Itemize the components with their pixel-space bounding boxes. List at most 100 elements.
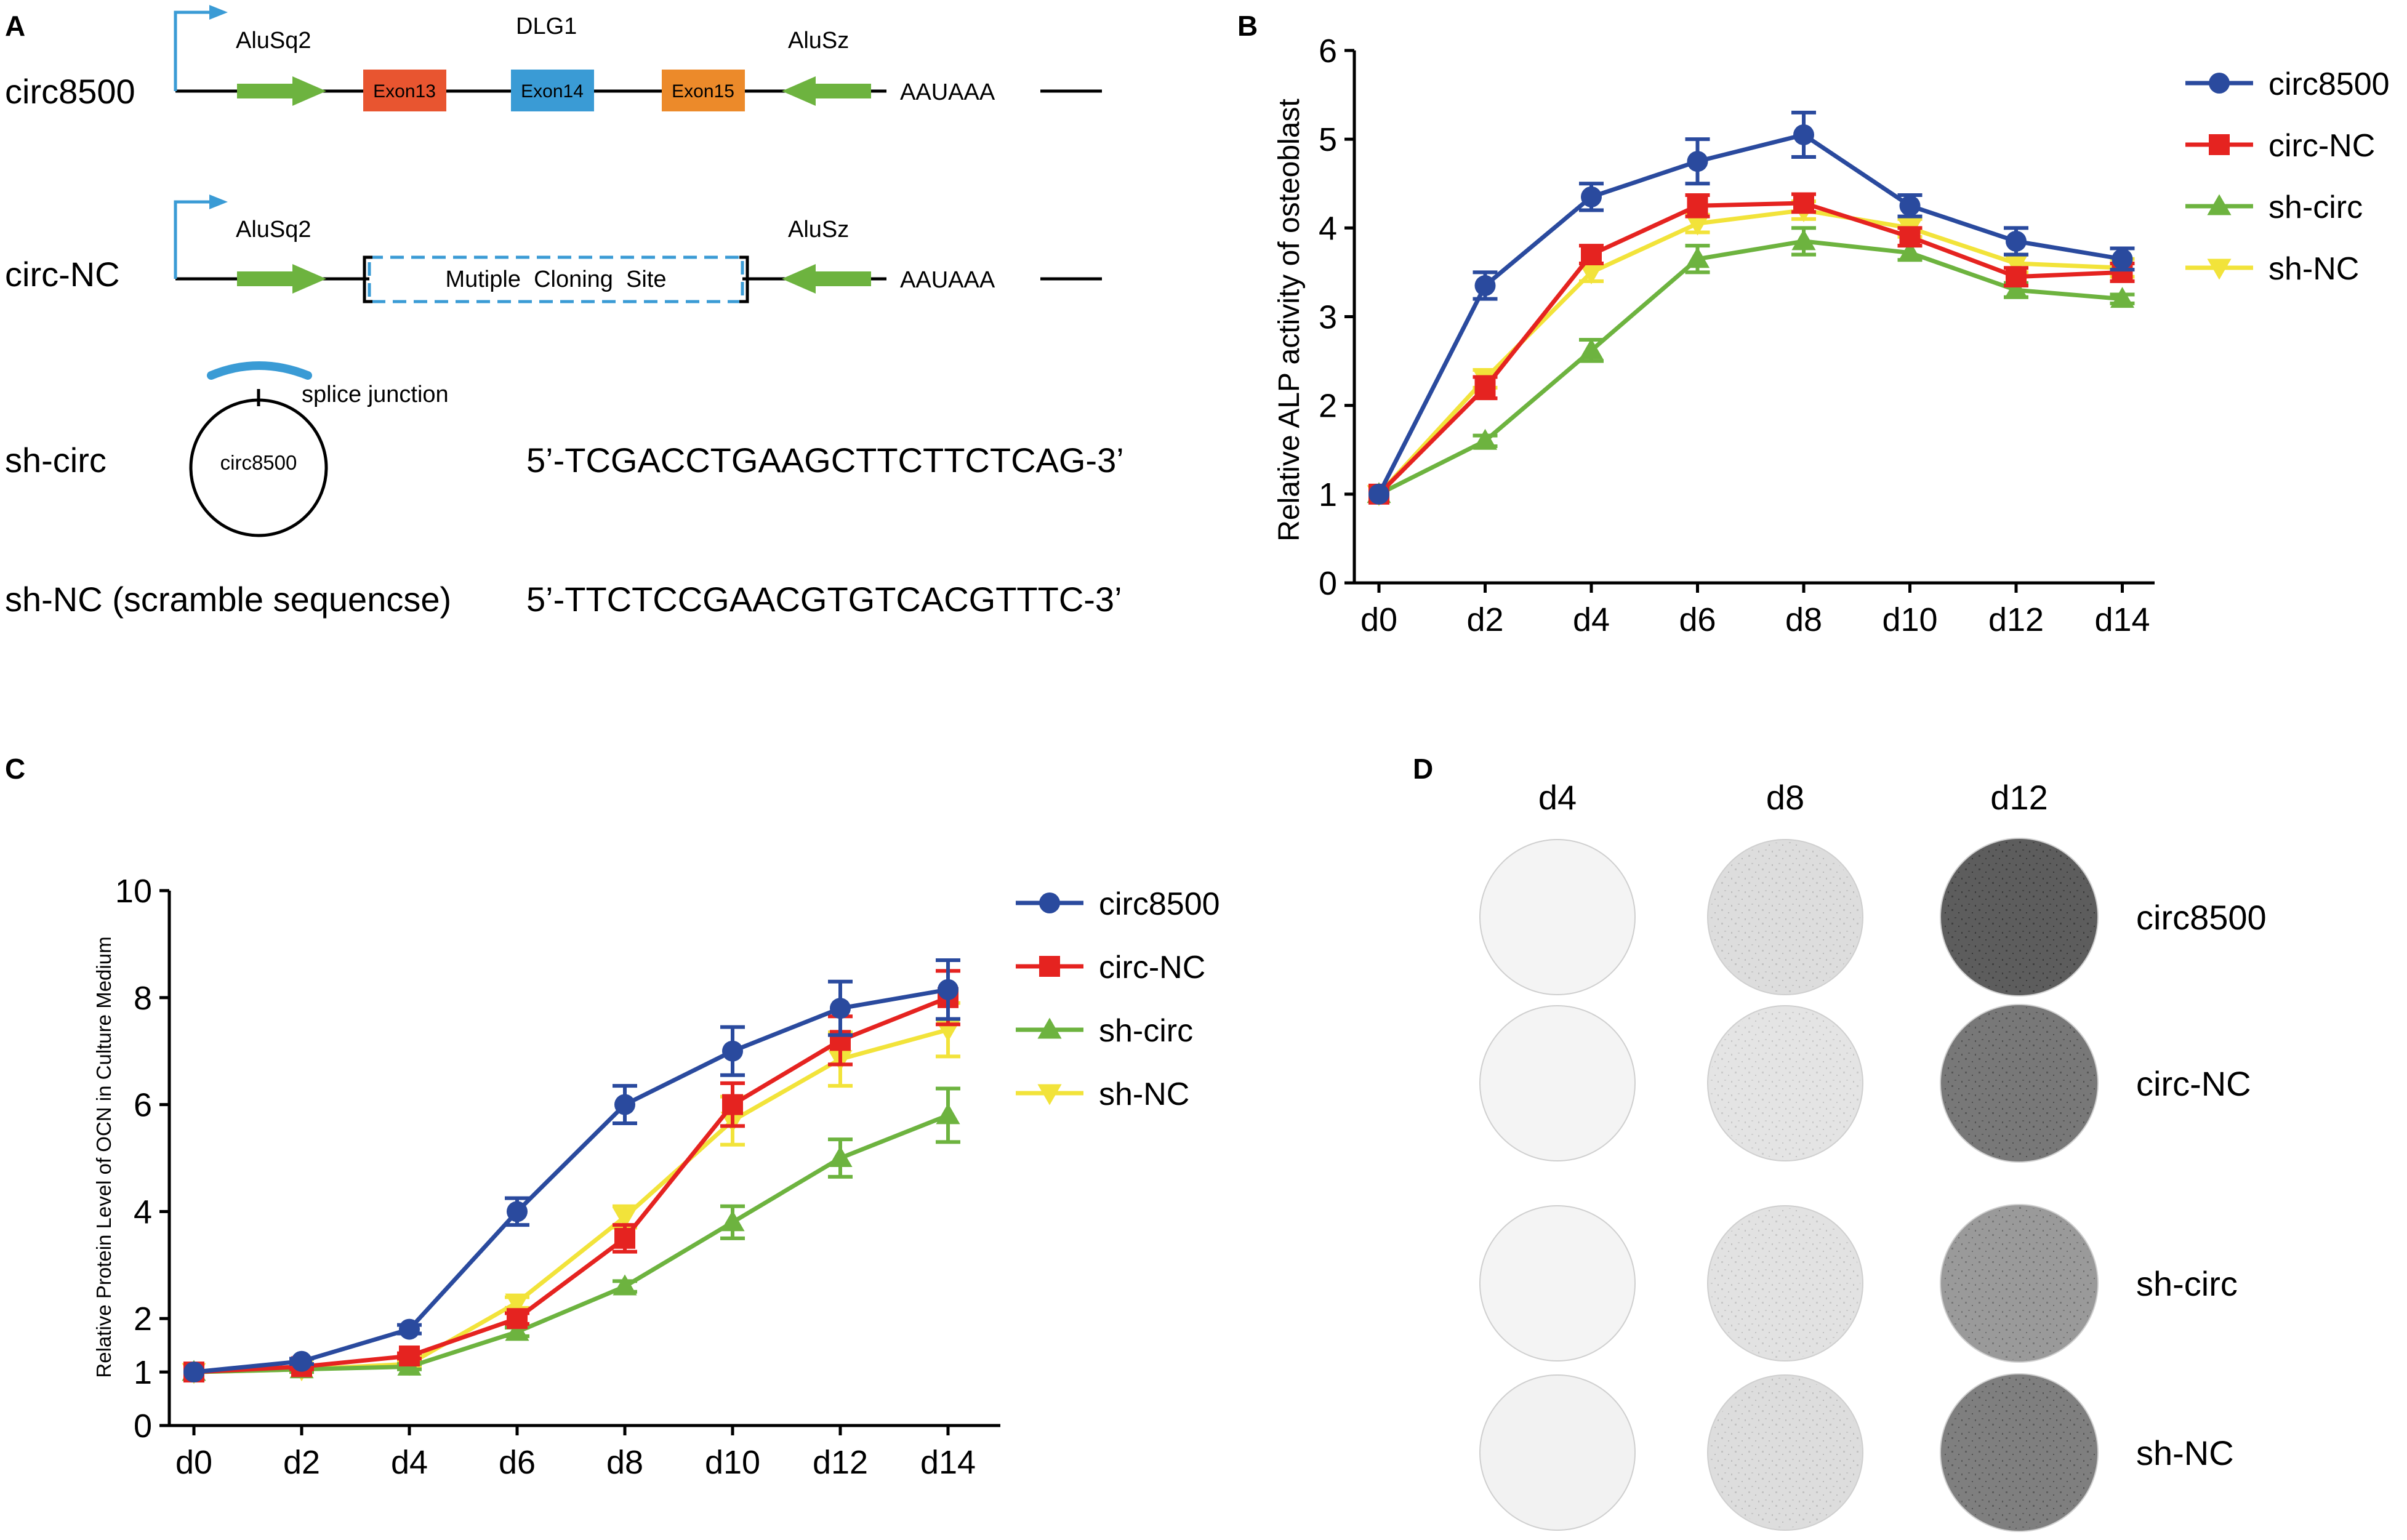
data-point [1793, 124, 1814, 145]
panel-a: A circ8500 AluSq2 DLG1 Exon13 Exon14 Exo… [5, 5, 1124, 619]
exon14-box [511, 70, 594, 111]
legend-marker [1037, 1084, 1062, 1105]
exon13-box [363, 70, 446, 111]
data-point [1687, 195, 1708, 217]
data-point [1899, 195, 1921, 217]
circnc-construct: circ-NC AluSq2 Mutiple Cloning Site AluS… [5, 195, 1102, 303]
column-label: d4 [1538, 778, 1577, 817]
chart-b-ylabel: Relative ALP activity of osteoblast [1273, 98, 1306, 542]
data-point [2004, 278, 2028, 299]
stain-texture [1710, 842, 1860, 992]
y-tick-label: 2 [134, 1301, 152, 1337]
y-tick-label: 1 [1319, 476, 1337, 513]
stain-texture [1943, 1376, 2096, 1529]
series-line [193, 995, 949, 1374]
x-tick-label: d2 [1466, 601, 1503, 638]
polya-label: AAUAAA [900, 267, 995, 293]
series-circ8500 [183, 958, 960, 1383]
legend-label: circ8500 [1099, 886, 1220, 922]
stained-well [1479, 839, 1636, 995]
data-point [1897, 241, 1923, 262]
y-tick-label: 6 [134, 1087, 152, 1124]
shnc-sequence: 5’-TTCTCCGAACGTGTCACGTTTC-3’ [526, 580, 1122, 619]
alu-left-label: AluSq2 [236, 28, 311, 54]
series-line [193, 987, 949, 1374]
data-point [613, 1208, 637, 1229]
data-point [183, 1362, 204, 1383]
row-label-circnc: circ-NC [5, 255, 120, 294]
data-point [1791, 229, 1816, 251]
data-point [828, 1145, 853, 1167]
row-label-shnc: sh-NC (scramble sequencse) [5, 580, 451, 619]
splice-junction-arc [207, 361, 312, 380]
exon14-label: Exon14 [521, 81, 584, 102]
chart-c-ylabel: Relative Protein Level of OCN in Culture… [92, 936, 115, 1378]
exon15-box [662, 70, 745, 111]
legend-marker [1039, 956, 1060, 977]
data-point [1685, 214, 1710, 236]
data-point [1368, 483, 1389, 505]
y-tick-label: 3 [1319, 299, 1337, 336]
panel-d: D d4 d8 d12 circ8500 circ-NC sh-circ sh-NC [1413, 753, 2267, 1532]
x-tick-label: d10 [1882, 601, 1937, 638]
data-point [1899, 226, 1921, 247]
data-point [614, 1094, 635, 1115]
y-tick-label: 0 [1319, 565, 1337, 602]
row-label: circ8500 [2136, 898, 2267, 937]
x-tick-label: d4 [391, 1444, 428, 1481]
panel-label-b: B [1237, 10, 1258, 42]
legend-marker [1039, 892, 1060, 913]
data-point [399, 1318, 420, 1340]
x-tick-label: d8 [1785, 601, 1822, 638]
x-tick-label: d12 [1988, 601, 2044, 638]
circle-label: circ8500 [220, 451, 297, 474]
series-line [1377, 207, 2123, 496]
series-shNC [182, 1001, 960, 1384]
legend-label: circ-NC [1099, 950, 1205, 985]
legend-label: circ8500 [2268, 66, 2390, 102]
exon15-label: Exon15 [672, 81, 734, 102]
data-point [399, 1345, 420, 1367]
data-point [1581, 244, 1602, 265]
data-point [1474, 377, 1496, 398]
data-point [720, 1210, 745, 1232]
mcs-bracket-right [739, 255, 749, 303]
promoter-arrow-icon [174, 10, 212, 91]
stain-texture [1943, 1207, 2096, 1360]
stained-well [1479, 1205, 1636, 1362]
x-tick-label: d6 [499, 1444, 536, 1481]
x-tick-label: d2 [283, 1444, 320, 1481]
legend-label: sh-NC [2268, 251, 2359, 287]
promoter-arrowhead-icon [209, 195, 228, 209]
staining-row: sh-NC [1479, 1373, 2234, 1532]
data-point [613, 1274, 637, 1296]
promoter-arrow-icon [174, 200, 212, 279]
data-point [2006, 266, 2027, 287]
shcirc-sequence: 5’-TCGACCTGAAGCTTCTTCTCAG-3’ [526, 441, 1124, 479]
series-line [193, 1027, 949, 1374]
gene-label: DLG1 [516, 14, 577, 39]
data-point [505, 1293, 529, 1315]
data-point [936, 1103, 960, 1125]
staining-row: sh-circ [1479, 1204, 2238, 1363]
data-point [1793, 192, 1814, 214]
staining-row: circ-NC [1479, 1004, 2251, 1163]
panel-b: B Relative ALP activity of osteoblast 0 1… [1237, 10, 2390, 638]
series-circ8500 [1368, 110, 2135, 505]
data-point [2004, 254, 2028, 276]
y-tick-label: 5 [1319, 121, 1337, 158]
exon13-label: Exon13 [373, 81, 436, 102]
data-point [1579, 338, 1604, 359]
polya-label: AAUAAA [900, 79, 995, 105]
series-line [1378, 239, 2123, 496]
stain-texture [1943, 1007, 2096, 1160]
series-shcirc [182, 1086, 960, 1381]
legend-label: sh-circ [1099, 1013, 1193, 1049]
x-tick-label: d14 [2094, 601, 2150, 638]
panel-label-d: D [1413, 753, 1433, 785]
alu-left-label: AluSq2 [236, 217, 311, 243]
stain-texture [1943, 841, 2096, 993]
y-tick-label: 1 [134, 1354, 152, 1391]
polya-mask [886, 73, 1040, 110]
